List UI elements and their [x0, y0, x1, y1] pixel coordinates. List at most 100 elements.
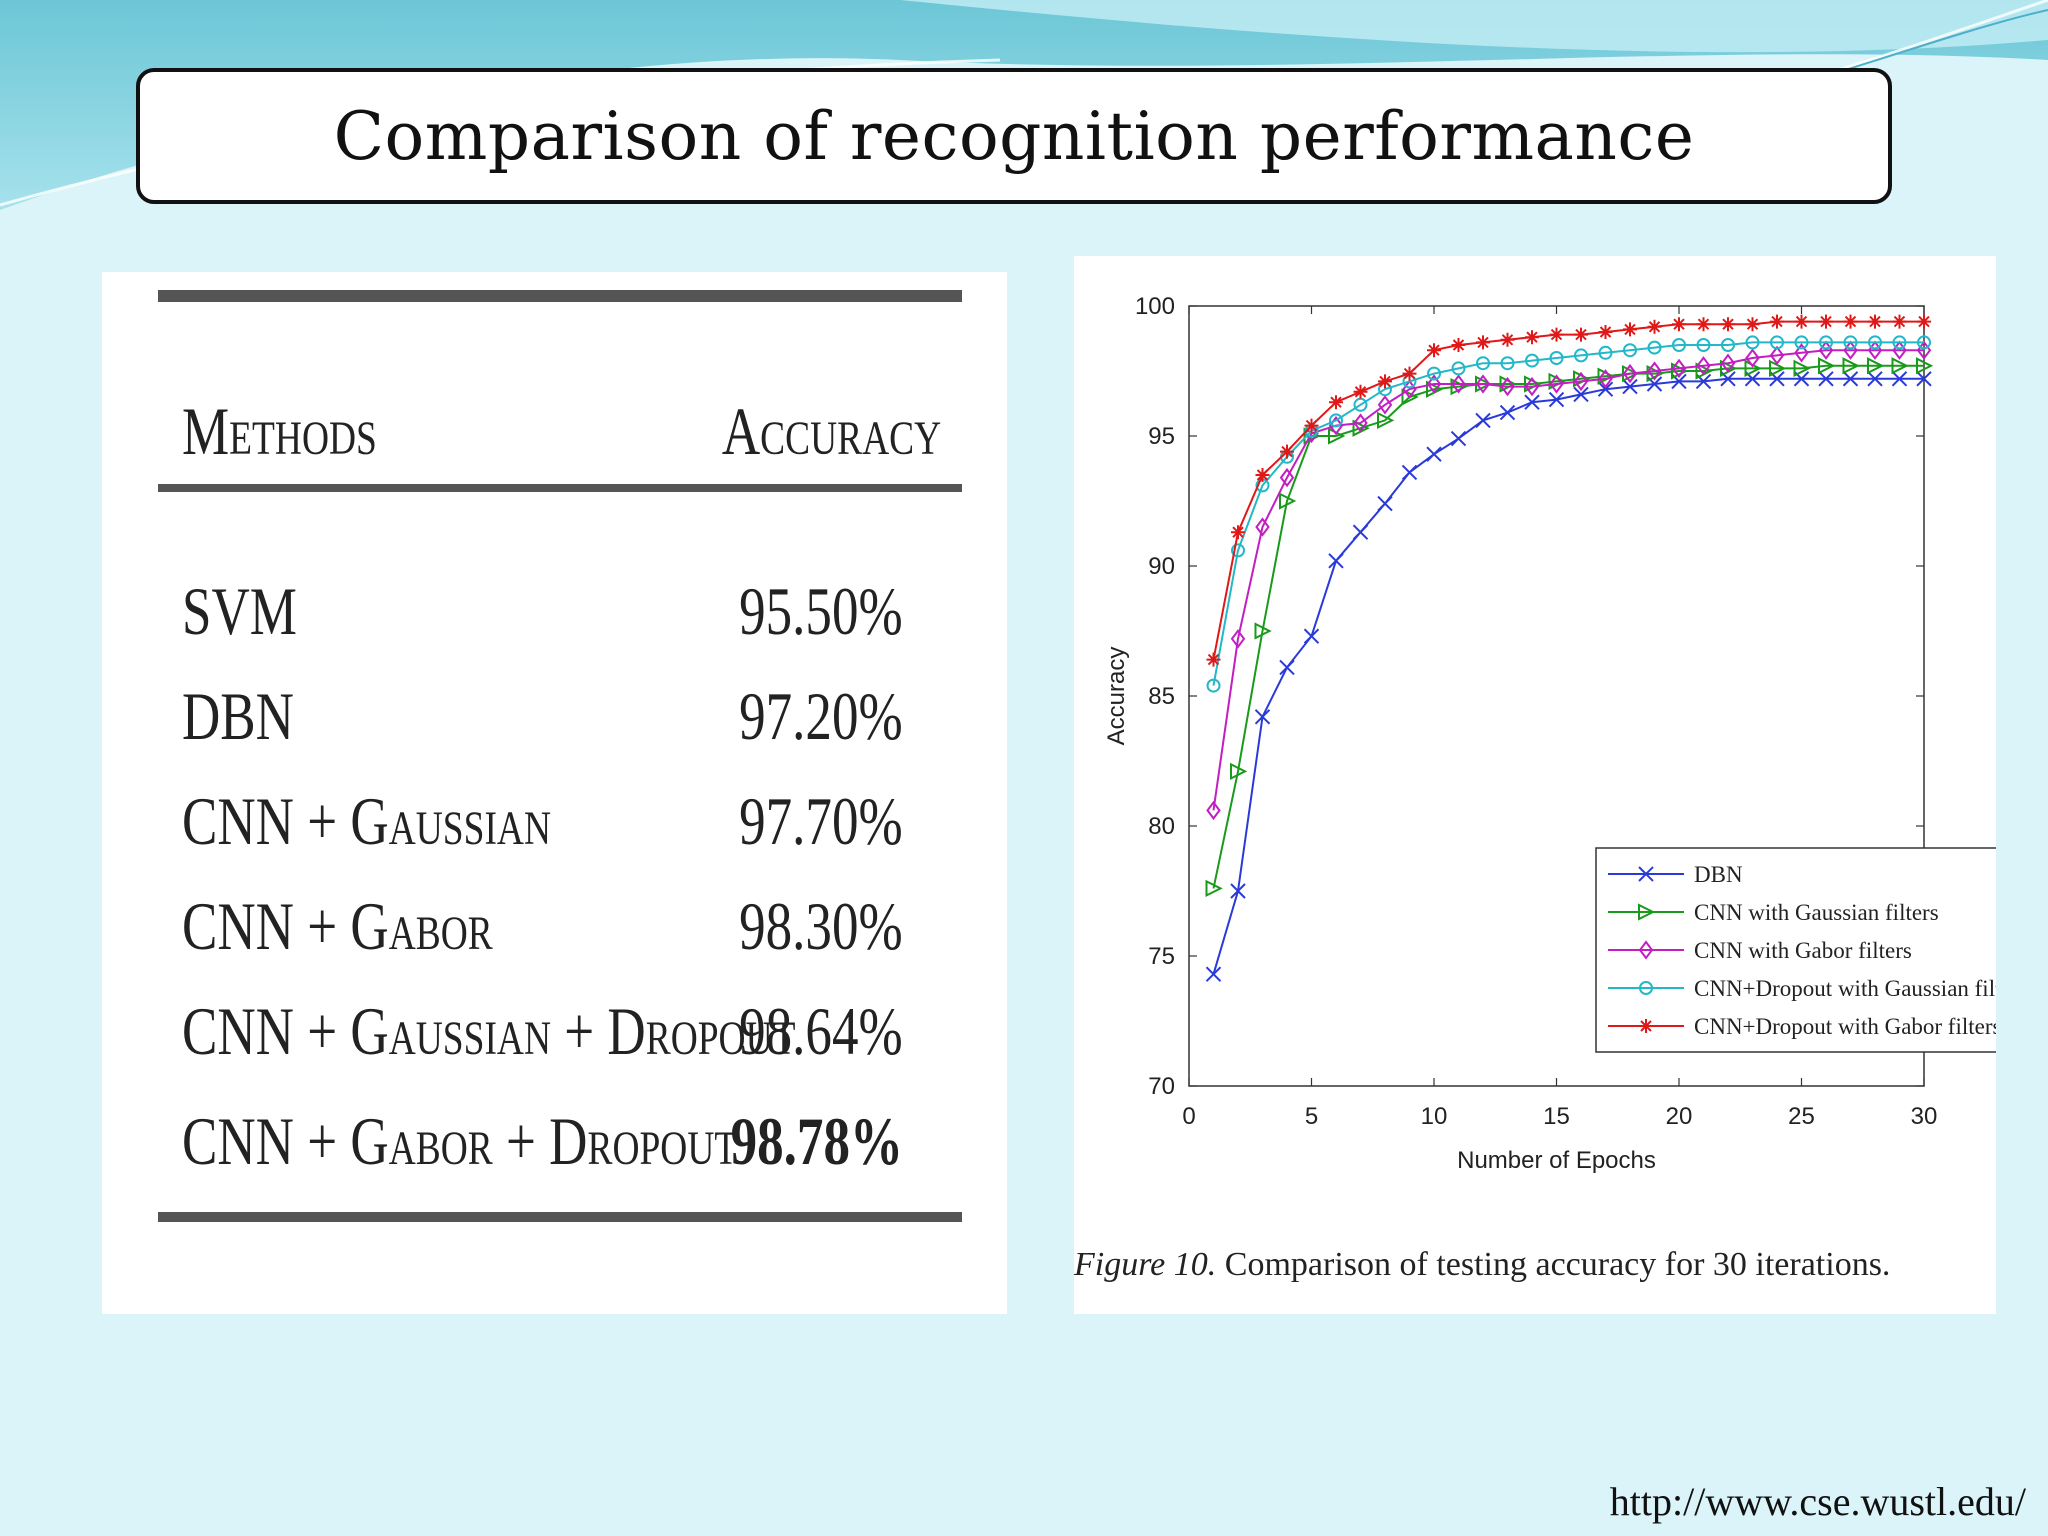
data-point	[1500, 356, 1515, 371]
data-point	[1819, 335, 1833, 350]
data-point	[1672, 317, 1686, 332]
data-point	[1401, 464, 1418, 481]
figure-caption: Figure 10. Comparison of testing accurac…	[1074, 1246, 1890, 1284]
legend-label: CNN+Dropout with Gaussian filters	[1694, 976, 1996, 1001]
legend-label: CNN with Gaussian filters	[1694, 900, 1939, 925]
legend-marker	[1639, 981, 1653, 995]
data-point	[1573, 386, 1589, 403]
data-point	[1549, 327, 1564, 342]
row-method: CNN + Gabor	[182, 888, 493, 964]
data-point	[1427, 366, 1441, 381]
data-point	[1598, 369, 1613, 389]
data-point	[1721, 317, 1735, 332]
data-point	[1696, 317, 1711, 332]
data-point	[1622, 378, 1638, 395]
data-point	[1770, 335, 1784, 350]
data-point	[1819, 314, 1833, 329]
data-point	[1427, 343, 1441, 358]
data-point	[1696, 338, 1711, 352]
x-tick-label: 25	[1788, 1103, 1815, 1130]
data-point	[1329, 413, 1343, 428]
row-method: CNN + Gaussian + Dropout	[182, 993, 796, 1069]
y-axis-label: Accuracy	[1103, 647, 1130, 746]
legend-label: DBN	[1694, 862, 1743, 887]
legend-marker	[1639, 1019, 1653, 1033]
data-point	[1401, 388, 1419, 406]
row-method: CNN + Gaussian	[182, 783, 551, 859]
data-point	[1794, 314, 1809, 329]
row-accuracy: 98.30%	[739, 888, 903, 964]
x-tick-label: 30	[1911, 1103, 1938, 1130]
x-tick-label: 10	[1421, 1103, 1448, 1130]
y-tick-label: 85	[1148, 683, 1175, 710]
data-point	[1623, 343, 1637, 358]
data-point	[1597, 381, 1614, 397]
data-point	[1476, 335, 1490, 350]
data-point	[1377, 411, 1395, 430]
data-point	[1573, 371, 1589, 392]
data-point	[1843, 335, 1858, 350]
data-point	[1548, 391, 1565, 408]
data-point	[1917, 335, 1931, 350]
data-point	[1475, 374, 1491, 394]
data-point	[1549, 374, 1564, 394]
data-point	[1793, 359, 1811, 378]
caption-label: Figure 10.	[1074, 1246, 1217, 1283]
data-point	[1843, 314, 1858, 329]
data-point	[1451, 374, 1466, 394]
data-point	[1672, 338, 1686, 352]
data-point	[1794, 335, 1809, 350]
data-point	[1868, 314, 1882, 329]
table-bottom-rule	[158, 1212, 962, 1222]
y-tick-label: 100	[1135, 293, 1175, 320]
data-point	[1377, 395, 1393, 415]
accuracy-line-chart: 0 5 10 15 20 25 30 70 75 80 85 90 95 100 Number of Epo…	[1103, 293, 2028, 1174]
data-point	[1303, 628, 1320, 644]
legend-marker	[1638, 940, 1654, 960]
data-point	[1402, 366, 1417, 381]
series-line-0	[1212, 377, 1924, 975]
data-point	[1647, 319, 1662, 334]
source-url: http://www.cse.wustl.edu/	[1609, 1479, 2026, 1524]
legend-marker	[1638, 866, 1654, 882]
data-point	[1524, 394, 1540, 410]
data-point	[1867, 357, 1885, 375]
data-point	[1769, 345, 1785, 366]
results-table: Methods Accuracy SVM 95.50% DBN 97.20% C…	[102, 272, 1007, 1314]
row-accuracy: 98.64%	[739, 993, 903, 1069]
data-point	[1525, 330, 1539, 345]
data-point	[1206, 652, 1221, 667]
data-point	[1426, 374, 1442, 394]
data-point	[1255, 517, 1270, 537]
y-tick-label: 90	[1148, 553, 1175, 580]
data-point	[1329, 395, 1343, 410]
data-point	[1230, 629, 1246, 649]
data-point	[1671, 358, 1687, 379]
data-point	[1500, 332, 1515, 347]
data-point	[1206, 678, 1221, 693]
table-header-rule	[158, 484, 962, 492]
data-point	[1450, 430, 1467, 447]
data-point	[1818, 371, 1834, 387]
data-point	[1378, 374, 1392, 389]
header-methods: Methods	[182, 393, 377, 469]
data-point	[1205, 879, 1223, 898]
data-point	[1353, 384, 1368, 399]
data-point	[1647, 340, 1662, 355]
series-line-2	[1212, 349, 1924, 811]
data-point	[1574, 327, 1588, 342]
x-tick-label: 0	[1182, 1103, 1195, 1130]
legend-label: CNN+Dropout with Gabor filters	[1694, 1014, 1996, 1039]
slide-title: Comparison of recognition performance	[333, 97, 1695, 175]
row-method: CNN + Gabor + Dropout	[182, 1103, 738, 1179]
data-point	[1230, 762, 1248, 781]
data-point	[1892, 314, 1907, 329]
data-point	[1623, 322, 1637, 337]
data-point	[1867, 371, 1883, 387]
data-point	[1206, 800, 1221, 821]
data-point	[1868, 335, 1882, 350]
data-point	[1598, 325, 1613, 339]
data-point	[1231, 543, 1245, 558]
data-point	[1255, 468, 1270, 482]
data-point	[1745, 348, 1760, 368]
